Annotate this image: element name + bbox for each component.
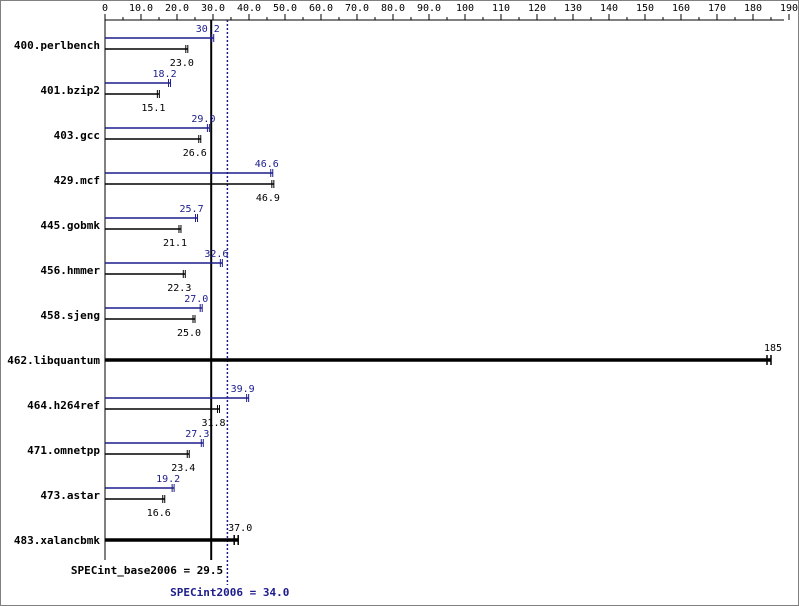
peak-value-label: 27.0 bbox=[184, 294, 208, 305]
benchmark-label: 401.bzip2 bbox=[40, 84, 100, 97]
x-tick-label: 150 bbox=[636, 3, 654, 14]
base-value-label: 22.3 bbox=[167, 283, 191, 294]
benchmark-label: 462.libquantum bbox=[7, 354, 100, 367]
x-tick-label: 90.0 bbox=[417, 3, 441, 14]
base-value-label: 46.9 bbox=[256, 193, 280, 204]
base-value-label: 23.4 bbox=[171, 463, 195, 474]
peak-value-label: 29.0 bbox=[191, 114, 215, 125]
peak-value-label: 39.9 bbox=[231, 384, 255, 395]
base-value-label: 23.0 bbox=[170, 58, 194, 69]
benchmark-label: 458.sjeng bbox=[40, 309, 100, 322]
x-tick-label: 0 bbox=[102, 3, 108, 14]
x-tick-label: 110 bbox=[492, 3, 510, 14]
benchmark-label: 456.hmmer bbox=[40, 264, 100, 277]
peak-value-label: 25.7 bbox=[180, 204, 204, 215]
x-tick-label: 170 bbox=[708, 3, 726, 14]
benchmark-label: 473.astar bbox=[40, 489, 100, 502]
benchmark-label: 483.xalancbmk bbox=[14, 534, 100, 547]
base-value-label: 15.1 bbox=[141, 103, 165, 114]
x-tick-label: 160 bbox=[672, 3, 690, 14]
peak-value-label: 46.6 bbox=[255, 159, 279, 170]
peak-value-label: 32.6 bbox=[204, 249, 228, 260]
peak-value-label: 18.2 bbox=[153, 69, 177, 80]
x-tick-label: 130 bbox=[564, 3, 582, 14]
x-tick-label: 50.0 bbox=[273, 3, 297, 14]
x-tick-label: 180 bbox=[744, 3, 762, 14]
x-tick-label: 100 bbox=[456, 3, 474, 14]
x-tick-label: 70.0 bbox=[345, 3, 369, 14]
base-value-label: 21.1 bbox=[163, 238, 187, 249]
benchmark-label: 429.mcf bbox=[54, 174, 100, 187]
peak-value-label: 30.2 bbox=[196, 24, 220, 35]
benchmark-label: 403.gcc bbox=[54, 129, 100, 142]
base-value-label: 16.6 bbox=[147, 508, 171, 519]
x-tick-label: 10.0 bbox=[129, 3, 153, 14]
x-tick-label: 140 bbox=[600, 3, 618, 14]
peak-summary-label: SPECint2006 = 34.0 bbox=[170, 586, 289, 599]
x-tick-label: 120 bbox=[528, 3, 546, 14]
base-value-label: 31.8 bbox=[201, 418, 225, 429]
x-tick-label: 30.0 bbox=[201, 3, 225, 14]
combined-value-label: 185 bbox=[764, 343, 782, 354]
base-value-label: 26.6 bbox=[183, 148, 207, 159]
benchmark-label: 464.h264ref bbox=[27, 399, 100, 412]
benchmark-label: 471.omnetpp bbox=[27, 444, 100, 457]
x-tick-label: 190 bbox=[780, 3, 798, 14]
benchmark-label: 400.perlbench bbox=[14, 39, 100, 52]
base-summary-label: SPECint_base2006 = 29.5 bbox=[71, 564, 223, 577]
x-tick-label: 60.0 bbox=[309, 3, 333, 14]
x-tick-label: 80.0 bbox=[381, 3, 405, 14]
benchmark-label: 445.gobmk bbox=[40, 219, 100, 232]
x-tick-label: 20.0 bbox=[165, 3, 189, 14]
x-tick-label: 40.0 bbox=[237, 3, 261, 14]
peak-value-label: 27.3 bbox=[185, 429, 209, 440]
peak-value-label: 19.2 bbox=[156, 474, 180, 485]
combined-value-label: 37.0 bbox=[228, 523, 252, 534]
base-value-label: 25.0 bbox=[177, 328, 201, 339]
